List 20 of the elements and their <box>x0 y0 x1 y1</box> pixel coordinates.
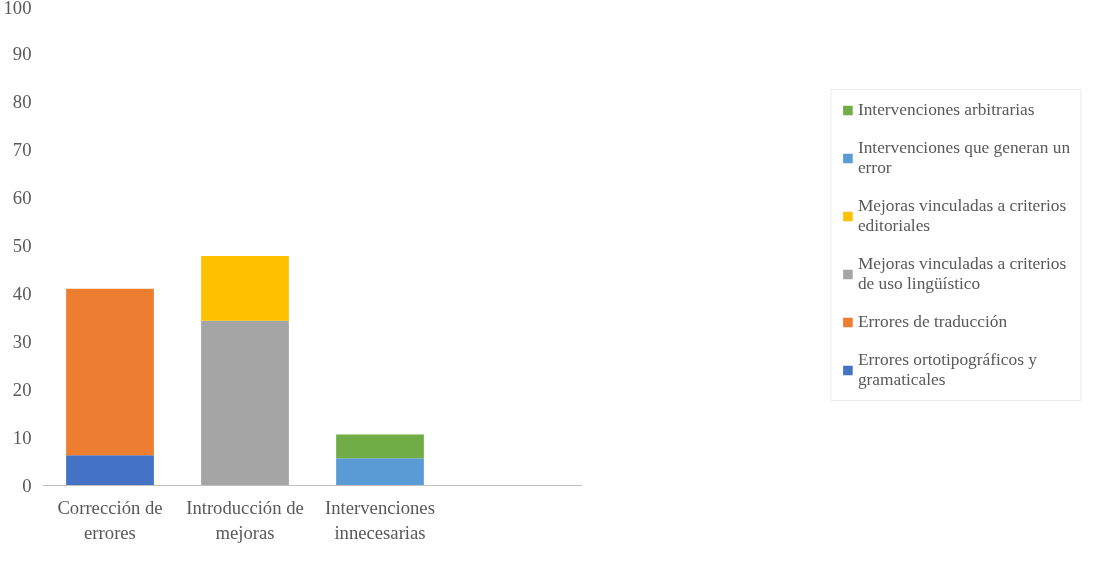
y-tick-label: 20 <box>12 379 32 400</box>
y-tick-label: 80 <box>12 91 32 112</box>
legend-label: Errores ortotipográficos y gramaticales <box>857 350 1037 390</box>
legend-label: Intervenciones que generan un error <box>857 138 1071 178</box>
legend-label: Mejoras vinculadas a criterios de uso lingüístico <box>857 254 1067 294</box>
y-tick-label: 50 <box>12 235 32 256</box>
y-tick-label: 10 <box>12 427 32 448</box>
y-tick-label: 90 <box>12 43 32 64</box>
y-tick-label: 0 <box>22 475 32 496</box>
y-tick-label: 70 <box>12 139 32 160</box>
y-tick-label: 100 <box>3 0 32 18</box>
y-tick-label: 60 <box>12 187 32 208</box>
x-tick-label: Corrección de errores <box>57 496 163 543</box>
y-tick-label: 40 <box>12 283 32 304</box>
legend-label: Mejoras vinculadas a criterios editoriales <box>857 196 1067 236</box>
x-tick-label: Introducción de mejoras <box>186 496 304 543</box>
legend-label: Errores de traducción <box>857 312 1008 332</box>
legend-label: Intervenciones arbitrarias <box>857 100 1035 120</box>
y-tick-label: 30 <box>12 331 32 352</box>
x-tick-label: Intervenciones innecesarias <box>325 496 435 543</box>
